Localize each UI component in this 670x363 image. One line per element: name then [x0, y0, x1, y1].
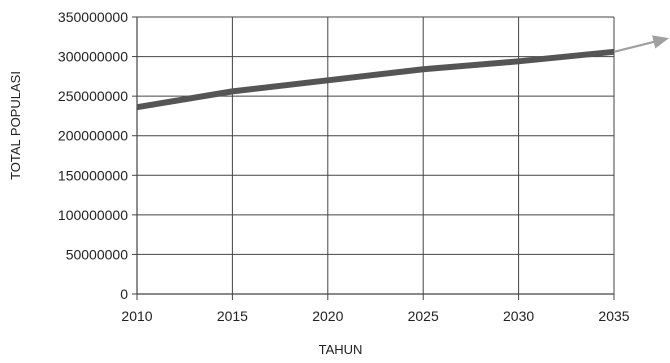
x-axis-title: TAHUN: [319, 342, 363, 357]
y-tick-label: 250000000: [58, 88, 128, 104]
x-tick-label: 2015: [217, 308, 248, 324]
y-tick-label: 50000000: [66, 246, 129, 262]
x-tick-label: 2010: [121, 308, 152, 324]
y-tick-label: 200000000: [58, 128, 128, 144]
data-point: [422, 68, 424, 70]
x-tick-label: 2030: [503, 308, 534, 324]
y-tick-label: 0: [120, 286, 128, 302]
data-point: [231, 90, 233, 92]
data-point: [518, 60, 520, 62]
data-point: [136, 106, 138, 108]
x-tick-label: 2035: [598, 308, 629, 324]
axes: [132, 16, 615, 300]
y-axis-title: TOTAL POPULASI: [8, 71, 23, 180]
x-tick-label: 2020: [312, 308, 343, 324]
y-tick-label: 150000000: [58, 167, 128, 183]
trend-arrow-head: [652, 35, 669, 49]
y-tick-label: 100000000: [58, 207, 128, 223]
series-line: [136, 48, 615, 111]
series-lines: [136, 35, 669, 111]
data-point: [327, 79, 329, 81]
trend-arrow-shaft: [613, 40, 655, 53]
y-tick-label: 350000000: [58, 9, 128, 25]
y-tick-label: 300000000: [58, 49, 128, 65]
tick-labels: 0 50000000 100000000 150000000 200000000 2500…: [58, 9, 630, 324]
x-tick-label: 2025: [408, 308, 439, 324]
